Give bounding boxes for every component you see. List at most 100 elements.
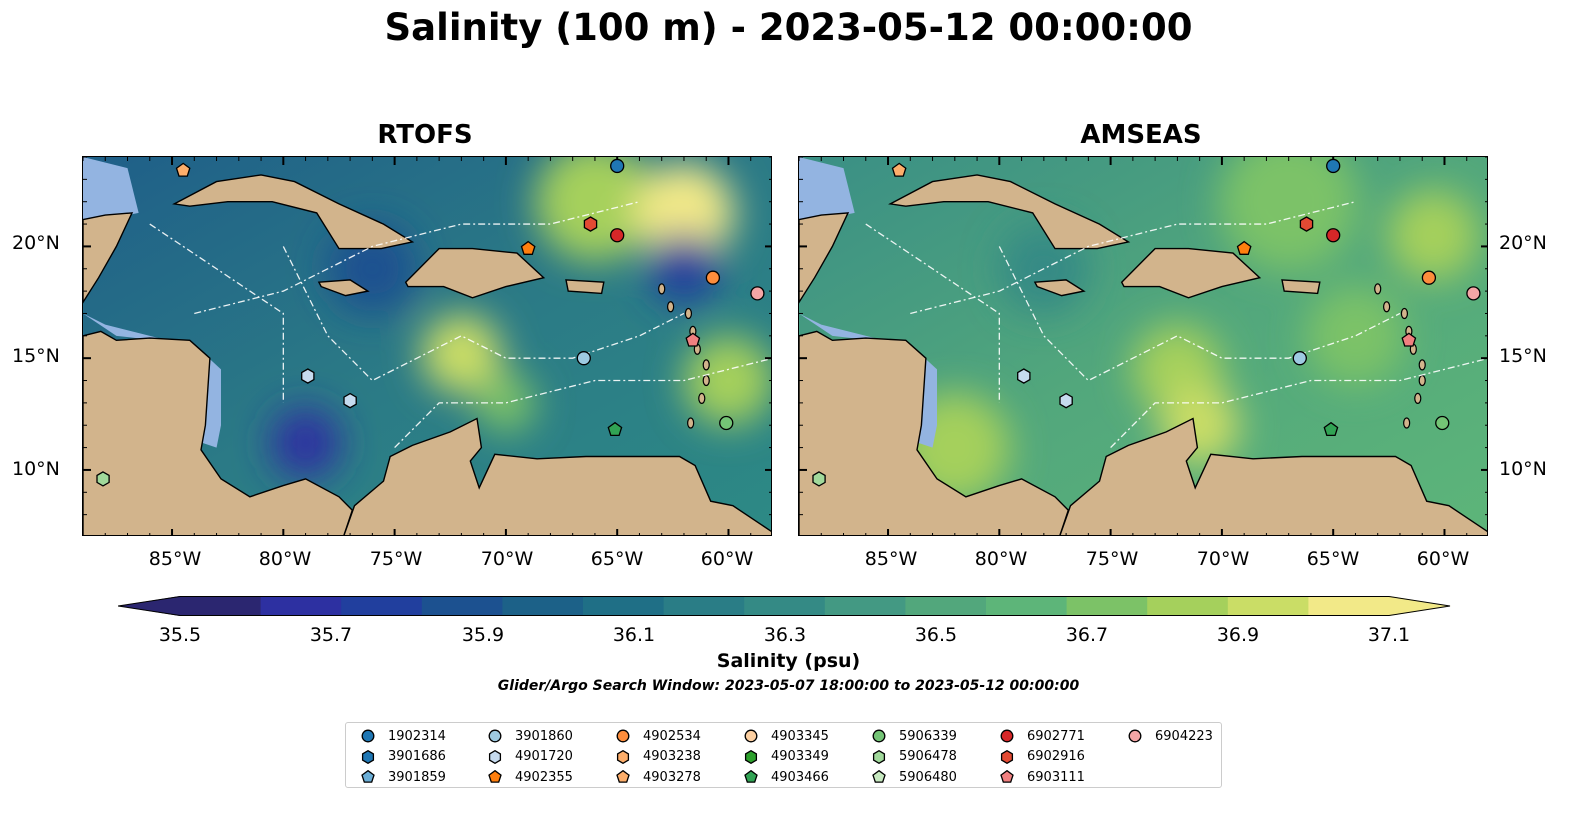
float-1902314-marker[interactable] [1326,158,1341,174]
hexagon-marker-icon[interactable] [361,749,375,764]
float-1902314-marker[interactable] [610,158,625,174]
legend-label: 5906339 [899,728,957,744]
legend-label: 3901860 [515,728,573,744]
colorbar-tick: 36.5 [914,624,958,646]
land-cuba [172,174,415,250]
colorbar-tick: 37.1 [1367,624,1411,646]
colorbar-bin [1147,596,1229,616]
float-4901720-marker[interactable] [1017,368,1031,384]
circle-marker-icon[interactable] [872,729,886,743]
legend-label: 1902314 [388,728,446,744]
colorbar-bin [180,596,262,616]
colorbar-bin [905,596,987,616]
float-6904223-marker[interactable] [1466,286,1481,301]
land-cuba [888,174,1131,250]
hexagon-marker-icon[interactable] [744,749,758,764]
legend-label: 5906478 [899,749,957,764]
amseas-map[interactable] [798,156,1488,536]
colorbar-tick: 35.9 [461,624,505,646]
colorbar-tick: 36.3 [763,624,807,646]
legend-item-6904223: 6904223 [1128,727,1213,745]
legend-item-4903345: 4903345 [744,727,829,745]
lat-tick-10n: 10°N [1499,458,1547,480]
lat-tick-15n: 15°N [1499,345,1547,367]
colorbar-bin [502,596,584,616]
float-5906339-marker[interactable] [1435,415,1450,431]
legend-item-3901860: 3901860 [488,727,573,745]
circle-marker-icon[interactable] [744,729,758,743]
legend-label: 4903349 [771,749,829,764]
float-5906339-marker[interactable] [719,415,734,431]
float-4903466-marker[interactable] [1323,421,1339,437]
colorbar-bin [824,596,906,616]
float-marker-1[interactable] [343,392,357,409]
float-4901720-marker[interactable] [301,368,315,384]
float-6902916-marker[interactable] [1299,216,1314,232]
legend-label: 4901720 [515,749,573,764]
pentagon-marker-icon[interactable] [616,770,630,783]
float-3901860-marker[interactable] [576,351,591,366]
colorbar-tick: 35.7 [309,624,353,646]
pentagon-marker-icon[interactable] [872,770,886,783]
figure-title: Salinity (100 m) - 2023-05-12 00:00:00 [384,6,1193,49]
float-6903111-marker[interactable] [685,332,701,347]
hexagon-marker-icon[interactable] [872,749,886,764]
pentagon-marker-icon[interactable] [1000,770,1014,783]
float-4902534-marker[interactable] [705,270,721,285]
pentagon-marker-icon[interactable] [488,770,502,783]
rtofs-map[interactable] [82,156,772,536]
float-4902534-marker[interactable] [1421,270,1437,285]
float-3901860-marker[interactable] [1292,351,1307,366]
circle-marker-icon[interactable] [1000,729,1014,743]
colorbar-bin [341,596,423,616]
lat-tick-10n: 10°N [12,458,60,480]
legend-item-5906339: 5906339 [872,727,957,745]
hexagon-marker-icon[interactable] [488,749,502,764]
hexagon-marker-icon[interactable] [1000,749,1014,764]
legend-item-4903466: 4903466 [744,768,829,786]
float-5906478-marker[interactable] [812,471,826,487]
pentagon-marker-icon[interactable] [361,770,375,783]
circle-marker-icon[interactable] [1128,729,1142,743]
land-puertorico [565,279,605,295]
land-jamaica [1033,279,1086,297]
legend-item-4903238: 4903238 [616,748,701,766]
circle-marker-icon[interactable] [361,729,375,743]
float-6903111-marker[interactable] [1401,332,1417,347]
hexagon-marker-icon[interactable] [616,749,630,764]
float-6902771-marker[interactable] [610,228,625,243]
circle-marker-icon[interactable] [616,729,630,743]
land-yucatan [83,212,134,304]
colorbar-bin [260,596,342,616]
legend-item-4902355: 4902355 [488,768,573,786]
float-marker-1[interactable] [1059,392,1073,409]
float-4903466-marker[interactable] [607,421,623,437]
search-window-note: Glider/Argo Search Window: 2023-05-07 18… [497,678,1080,694]
colorbar-tick: 35.5 [158,624,202,646]
float-4903278-marker[interactable] [891,162,907,177]
legend-item-6902916: 6902916 [1000,748,1085,766]
colorbar-bin [986,596,1068,616]
float-5906478-marker[interactable] [96,471,110,487]
land-hispaniola [404,247,546,299]
colorbar-bin [421,596,503,616]
float-4903278-marker[interactable] [175,162,191,177]
legend-label: 4903466 [771,769,829,785]
legend-label: 4902355 [515,769,573,785]
land-puertorico [1281,279,1321,295]
legend-label: 3901686 [388,749,446,764]
legend-label: 6904223 [1155,728,1213,744]
lon-tick-70w: 70°W [1196,548,1250,570]
float-6904223-marker[interactable] [750,286,765,301]
float-marker-0[interactable] [1236,240,1252,255]
panel-title-rtofs: RTOFS [377,120,473,150]
legend-item-4901720: 4901720 [488,748,573,766]
float-marker-0[interactable] [520,240,536,255]
float-6902916-marker[interactable] [583,216,598,232]
circle-marker-icon[interactable] [488,729,502,743]
pentagon-marker-icon[interactable] [744,770,758,783]
float-6902771-marker[interactable] [1326,228,1341,243]
legend-item-1902314: 1902314 [361,727,446,745]
colorbar-bin [583,596,665,616]
lon-tick-60w: 60°W [700,548,754,570]
